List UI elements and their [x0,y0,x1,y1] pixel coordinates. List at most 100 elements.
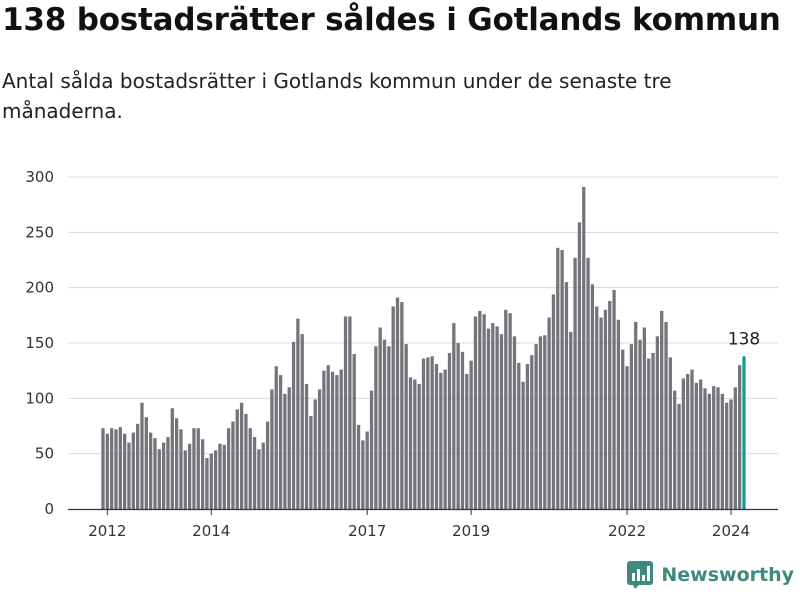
bar [677,403,681,509]
bar [222,444,226,509]
bar [153,438,157,509]
bar [326,365,330,509]
bar [283,393,287,509]
bar [543,335,547,509]
bar [296,318,300,509]
bar [716,387,720,509]
gridlines [68,176,778,455]
bar [525,364,530,509]
bar [166,437,170,509]
bar [365,431,369,509]
bar [456,343,460,509]
bar [434,364,439,509]
x-tick-label: 2012 [88,522,126,540]
bar [725,402,729,509]
bar [634,321,638,509]
bar [205,458,209,509]
bar [382,339,387,509]
newsworthy-logo: Newsworthy [627,560,794,590]
bar [343,316,348,509]
x-axis-ticks: 2012 2014 2017 2019 2022 2024 [68,508,778,540]
bar [491,323,495,509]
bar [110,428,114,509]
bar [564,282,569,509]
bar [599,317,603,509]
bar [157,449,161,509]
x-tick-label: 2019 [452,522,490,540]
bar [733,387,737,509]
bar [547,317,551,509]
bar [356,424,361,509]
bar [235,409,239,509]
bar [478,310,482,509]
bar [174,418,179,509]
bar [313,399,317,509]
bar [309,416,313,509]
bar [136,423,140,509]
bar [473,316,478,509]
bar [595,306,599,509]
bar [404,344,408,509]
bar [660,310,664,509]
bar [352,354,356,509]
bar [655,336,660,509]
y-tick-label: 0 [44,500,54,518]
bar [101,428,105,509]
bar [582,186,586,509]
bar [538,336,543,509]
y-axis-ticks: 0 50 100 150 200 250 300 [25,168,54,518]
bar [603,309,608,509]
bar [348,316,352,509]
bar [144,417,148,509]
bar [712,386,716,509]
bar [123,433,127,509]
bar [413,379,417,509]
bar [196,428,200,509]
bar [213,450,218,509]
bar [681,378,686,509]
bar [465,373,469,509]
bar [287,387,291,509]
bar [551,294,556,509]
bar [278,375,283,509]
x-tick-label: 2014 [192,522,230,540]
bar [387,346,391,509]
bar [265,421,270,509]
bar [231,421,235,509]
bar [317,389,322,509]
bar [131,432,135,509]
bar [374,346,378,509]
bar [612,289,616,509]
bar [361,440,365,509]
bars [101,186,746,510]
bar [694,382,698,509]
bar [105,433,109,509]
x-tick-label: 2022 [608,522,646,540]
y-tick-label: 200 [25,279,54,297]
bar [517,362,521,509]
bar [482,314,486,509]
bar [426,357,430,509]
newsworthy-wordmark: Newsworthy [661,564,794,586]
bar [638,339,642,509]
bar [187,443,192,509]
bar [720,393,724,509]
bar [586,257,590,509]
chart-subtitle: Antal sålda bostadsrätter i Gotlands kom… [2,69,672,123]
bar-latest [742,356,746,509]
bar [274,366,278,509]
bar [226,428,231,509]
bar [573,257,577,509]
bar [460,351,465,509]
bar [642,327,647,509]
bar [729,399,733,509]
y-tick-label: 50 [35,445,54,463]
bar [335,375,339,509]
bar [608,300,612,509]
bar [560,250,564,510]
bar [590,284,595,509]
bar [239,402,244,509]
latest-value-label: 138 [728,329,760,349]
bar [149,432,153,509]
